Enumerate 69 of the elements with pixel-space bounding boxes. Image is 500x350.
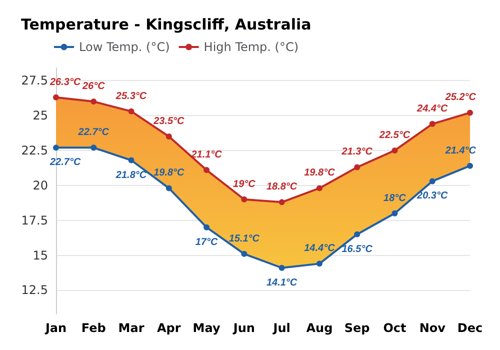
point bbox=[354, 231, 360, 238]
point bbox=[166, 185, 172, 192]
point bbox=[241, 250, 248, 257]
data-label: 26.3°C bbox=[49, 76, 82, 88]
x-tick-label: Dec bbox=[457, 321, 483, 335]
point bbox=[128, 157, 134, 164]
chart-title: Temperature - Kingscliff, Australia bbox=[21, 16, 312, 34]
data-label: 14.4°C bbox=[304, 243, 336, 254]
y-tick-label: 22.5 bbox=[21, 143, 48, 158]
x-tick-label: May bbox=[192, 321, 220, 335]
y-tick-label: 20 bbox=[32, 178, 48, 192]
point bbox=[278, 199, 285, 206]
point bbox=[204, 167, 210, 174]
data-label: 15.1°C bbox=[228, 233, 260, 244]
y-tick-label: 17.5 bbox=[21, 213, 48, 228]
data-label: 19.8°C bbox=[154, 168, 186, 179]
x-tick-label: Jun bbox=[232, 321, 255, 335]
data-label: 25.2°C bbox=[444, 92, 477, 104]
data-label: 22.5°C bbox=[378, 130, 411, 141]
legend-label: Low Temp. (°C) bbox=[79, 40, 170, 54]
point bbox=[467, 162, 473, 169]
x-tick-label: Jul bbox=[272, 321, 290, 335]
data-label: 26°C bbox=[81, 81, 106, 92]
point bbox=[316, 260, 322, 267]
point bbox=[204, 224, 210, 230]
data-label: 22.7°C bbox=[77, 127, 110, 138]
data-label: 14.1°C bbox=[266, 277, 298, 288]
x-tick-label: Apr bbox=[157, 321, 181, 335]
data-label: 20.3°C bbox=[416, 190, 448, 202]
data-label: 23.5°C bbox=[152, 116, 186, 127]
x-tick-label: Jan bbox=[44, 321, 67, 335]
data-label: 21.1°C bbox=[190, 150, 223, 161]
data-label: 18°C bbox=[384, 192, 407, 204]
point bbox=[392, 210, 398, 216]
data-label: 17°C bbox=[195, 236, 218, 248]
y-tick-label: 15 bbox=[32, 248, 48, 262]
data-label: 19.8°C bbox=[304, 168, 336, 179]
data-label: 21.3°C bbox=[340, 146, 374, 158]
data-label: 18.8°C bbox=[266, 182, 298, 193]
point bbox=[90, 98, 97, 105]
point bbox=[166, 133, 172, 140]
point bbox=[354, 164, 360, 170]
legend-label: High Temp. (°C) bbox=[204, 40, 299, 54]
point bbox=[90, 144, 97, 151]
data-label: 24.4°C bbox=[416, 103, 448, 114]
x-tick-label: Aug bbox=[306, 321, 333, 335]
point bbox=[429, 120, 436, 127]
point bbox=[53, 94, 59, 100]
data-label: 19°C bbox=[233, 178, 256, 190]
y-tick-label: 27.5 bbox=[21, 74, 48, 88]
point bbox=[241, 196, 248, 202]
data-label: 25.3°C bbox=[114, 90, 148, 102]
y-tick-label: 25 bbox=[32, 108, 48, 123]
x-tick-label: Mar bbox=[118, 321, 144, 335]
point bbox=[392, 147, 398, 154]
data-label: 16.5°C bbox=[342, 244, 374, 255]
x-tick-label: Oct bbox=[383, 321, 407, 335]
point bbox=[128, 108, 134, 114]
data-label: 21.8°C bbox=[114, 170, 148, 181]
x-tick-label: Nov bbox=[419, 321, 446, 335]
point bbox=[278, 264, 285, 271]
point bbox=[467, 110, 473, 116]
y-tick-label: 12.5 bbox=[21, 283, 48, 298]
data-label: 22.7°C bbox=[49, 157, 82, 168]
point bbox=[316, 185, 322, 192]
x-tick-label: Sep bbox=[344, 321, 370, 335]
point bbox=[429, 178, 436, 184]
point bbox=[53, 144, 59, 151]
x-tick-label: Feb bbox=[81, 321, 106, 335]
